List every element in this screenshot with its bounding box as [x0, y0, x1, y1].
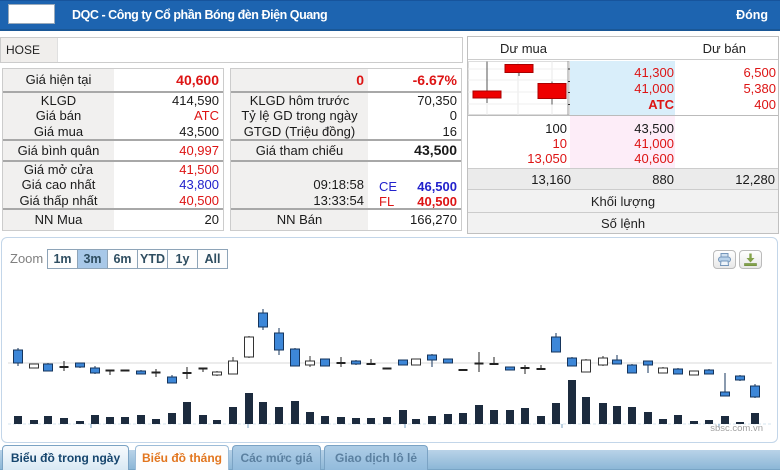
svg-text:sbsc.com.vn: sbsc.com.vn [710, 423, 763, 434]
